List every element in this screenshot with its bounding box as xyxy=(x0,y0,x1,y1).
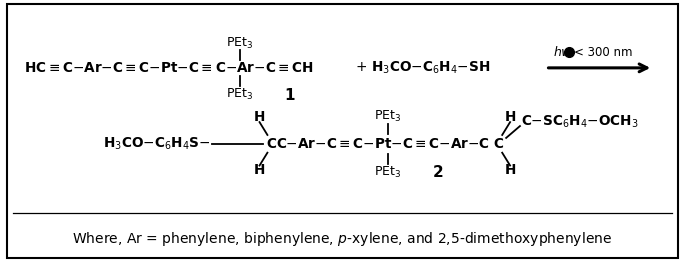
Text: PEt$_3$: PEt$_3$ xyxy=(226,36,253,51)
Text: $+$ H$_3$CO$-$C$_6$H$_4$$-$SH: $+$ H$_3$CO$-$C$_6$H$_4$$-$SH xyxy=(356,60,490,76)
Text: Where, Ar = phenylene, biphenylene, $\it{p}$-xylene, and 2,5-dimethoxyphenylene: Where, Ar = phenylene, biphenylene, $\it… xyxy=(73,230,612,248)
Text: H: H xyxy=(254,163,265,177)
Text: C: C xyxy=(266,137,276,151)
FancyBboxPatch shape xyxy=(7,4,677,258)
Text: C: C xyxy=(493,137,503,151)
Text: C$-$SC$_6$H$_4$$-$OCH$_3$: C$-$SC$_6$H$_4$$-$OCH$_3$ xyxy=(521,114,638,130)
Text: C$-$Ar$-$C$\equiv$C$-$Pt$-$C$\equiv$C$-$Ar$-$C: C$-$Ar$-$C$\equiv$C$-$Pt$-$C$\equiv$C$-$… xyxy=(276,137,490,151)
Text: $h\nu$: $h\nu$ xyxy=(553,45,569,59)
Text: HC$\equiv$C$-$Ar$-$C$\equiv$C$-$Pt$-$C$\equiv$C$-$Ar$-$C$\equiv$CH: HC$\equiv$C$-$Ar$-$C$\equiv$C$-$Pt$-$C$\… xyxy=(24,61,314,75)
Text: PEt$_3$: PEt$_3$ xyxy=(226,87,253,102)
Text: < 300 nm: < 300 nm xyxy=(574,46,633,59)
Text: PEt$_3$: PEt$_3$ xyxy=(374,109,401,124)
Text: H$_3$CO$-$C$_6$H$_4$S$-$: H$_3$CO$-$C$_6$H$_4$S$-$ xyxy=(103,136,210,152)
Text: H: H xyxy=(504,163,516,177)
Text: $\mathbf{2}$: $\mathbf{2}$ xyxy=(432,165,443,181)
Text: $\mathbf{1}$: $\mathbf{1}$ xyxy=(284,86,296,102)
Text: PEt$_3$: PEt$_3$ xyxy=(374,165,401,180)
Text: H: H xyxy=(504,110,516,124)
Text: H: H xyxy=(254,110,265,124)
